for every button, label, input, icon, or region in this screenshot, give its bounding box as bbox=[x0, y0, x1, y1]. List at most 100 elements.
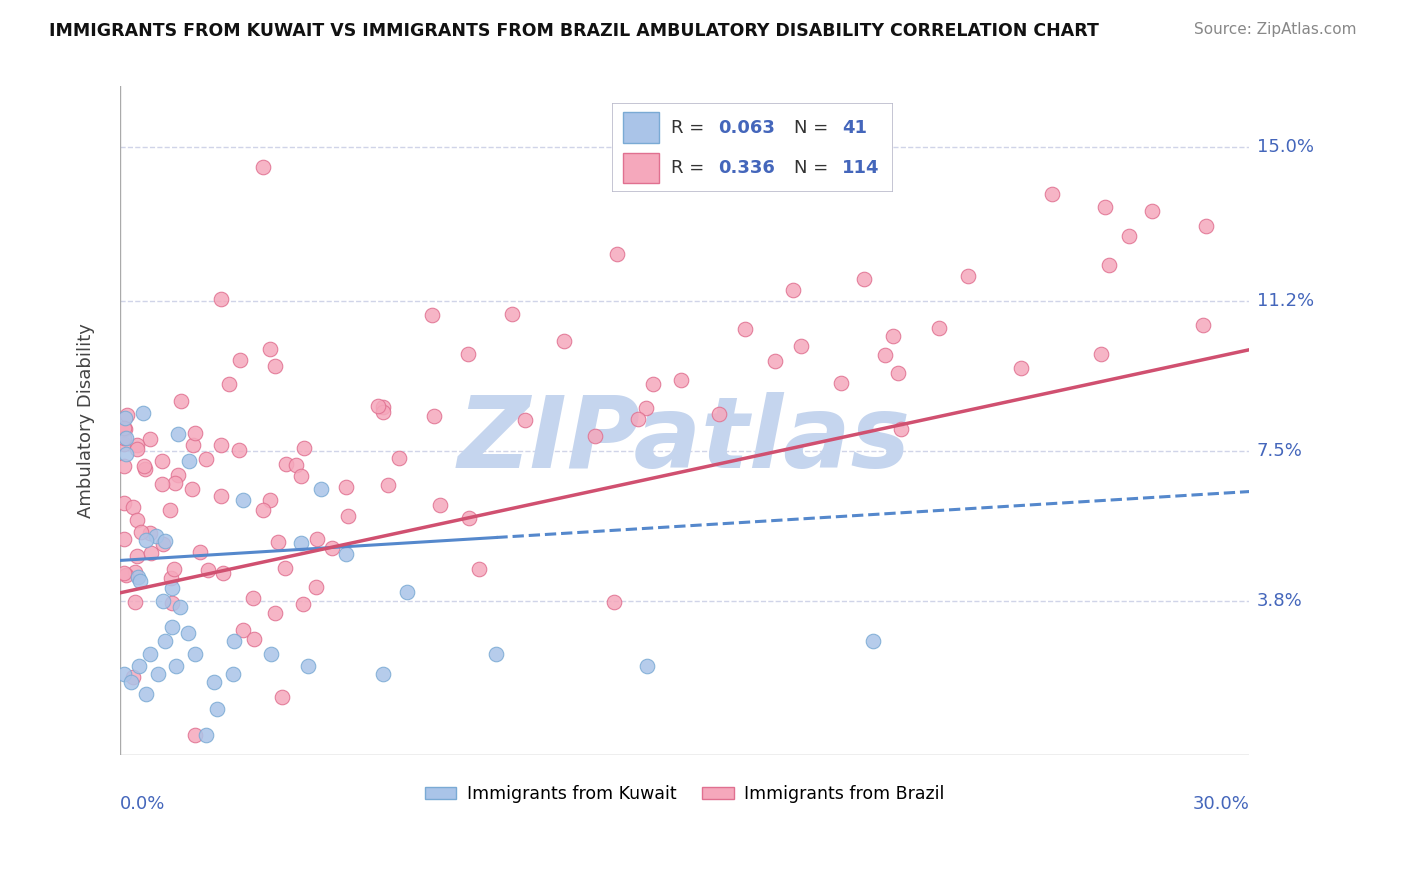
Point bbox=[115, 447, 138, 461]
Point bbox=[146, 666, 169, 681]
Point bbox=[643, 376, 665, 391]
Point bbox=[252, 161, 274, 175]
Point bbox=[127, 442, 149, 456]
Point bbox=[222, 666, 245, 681]
Point bbox=[1090, 346, 1112, 360]
Text: 3.8%: 3.8% bbox=[1257, 592, 1302, 610]
Bar bbox=[623, 153, 659, 183]
Text: 11.2%: 11.2% bbox=[1257, 292, 1315, 310]
Point bbox=[396, 585, 419, 599]
Point bbox=[252, 503, 274, 517]
Point bbox=[169, 599, 191, 614]
Point bbox=[367, 399, 389, 413]
Point bbox=[603, 594, 626, 608]
Point bbox=[212, 566, 235, 581]
Point bbox=[583, 428, 606, 442]
Point bbox=[259, 492, 281, 507]
Point bbox=[163, 562, 186, 576]
Point bbox=[145, 529, 167, 543]
Point bbox=[457, 346, 479, 360]
Point bbox=[139, 526, 162, 541]
Text: 114: 114 bbox=[842, 159, 880, 177]
Point bbox=[205, 702, 228, 716]
Point bbox=[209, 292, 232, 306]
Point bbox=[128, 658, 150, 673]
Text: 7.5%: 7.5% bbox=[1257, 442, 1303, 460]
Point bbox=[335, 480, 357, 494]
Text: N =: N = bbox=[794, 119, 828, 136]
Text: 0.336: 0.336 bbox=[718, 159, 775, 177]
Point bbox=[297, 658, 319, 673]
Point bbox=[232, 492, 254, 507]
Point bbox=[114, 410, 136, 425]
Point bbox=[290, 469, 312, 483]
Point bbox=[209, 438, 232, 452]
Point bbox=[165, 658, 187, 673]
Point bbox=[124, 595, 146, 609]
Text: Source: ZipAtlas.com: Source: ZipAtlas.com bbox=[1194, 22, 1357, 37]
Point bbox=[121, 670, 143, 684]
Point bbox=[305, 580, 328, 594]
Point bbox=[804, 161, 827, 175]
Point bbox=[763, 354, 786, 368]
Point bbox=[284, 458, 307, 472]
Point bbox=[122, 500, 145, 515]
Point bbox=[636, 658, 658, 673]
Point bbox=[139, 647, 162, 661]
Point bbox=[852, 272, 875, 286]
Point bbox=[271, 690, 294, 705]
Point bbox=[501, 307, 523, 321]
Point bbox=[335, 548, 357, 562]
Point bbox=[377, 478, 399, 492]
Text: 15.0%: 15.0% bbox=[1257, 138, 1313, 156]
Point bbox=[1040, 186, 1063, 201]
Point bbox=[112, 458, 135, 473]
Point bbox=[135, 533, 157, 547]
Point bbox=[373, 666, 395, 681]
Point bbox=[132, 406, 155, 420]
Point bbox=[177, 626, 200, 640]
Point bbox=[129, 525, 152, 540]
Point bbox=[160, 571, 183, 585]
Point bbox=[167, 426, 190, 441]
Point bbox=[139, 546, 162, 560]
Point bbox=[274, 458, 297, 472]
Point bbox=[152, 537, 174, 551]
Text: N =: N = bbox=[794, 159, 828, 177]
Point bbox=[423, 409, 446, 423]
Point bbox=[194, 728, 217, 742]
Point bbox=[1010, 361, 1032, 376]
Point bbox=[373, 400, 395, 414]
Point bbox=[132, 458, 155, 473]
Point bbox=[243, 632, 266, 646]
Text: 0.063: 0.063 bbox=[718, 119, 775, 136]
Point bbox=[887, 366, 910, 380]
Point bbox=[1094, 200, 1116, 214]
Point bbox=[862, 634, 884, 648]
Point bbox=[112, 437, 135, 451]
Point bbox=[242, 591, 264, 605]
Point bbox=[457, 511, 479, 525]
Text: 30.0%: 30.0% bbox=[1192, 796, 1250, 814]
Point bbox=[232, 623, 254, 637]
Point bbox=[114, 422, 136, 436]
Point bbox=[195, 452, 218, 467]
Point bbox=[790, 339, 813, 353]
Point bbox=[956, 269, 979, 284]
Text: R =: R = bbox=[671, 119, 710, 136]
Point bbox=[112, 496, 135, 510]
Point bbox=[429, 498, 451, 512]
Point bbox=[266, 534, 288, 549]
Point bbox=[127, 438, 149, 452]
Point bbox=[264, 359, 287, 374]
Point bbox=[160, 620, 183, 634]
Point bbox=[125, 549, 148, 564]
Point bbox=[290, 536, 312, 550]
Point bbox=[112, 431, 135, 445]
Point bbox=[1192, 318, 1215, 332]
Point bbox=[468, 562, 491, 576]
Text: ZIPatlas: ZIPatlas bbox=[458, 392, 911, 489]
FancyBboxPatch shape bbox=[612, 103, 893, 192]
Point bbox=[928, 321, 950, 335]
Point bbox=[371, 404, 394, 418]
